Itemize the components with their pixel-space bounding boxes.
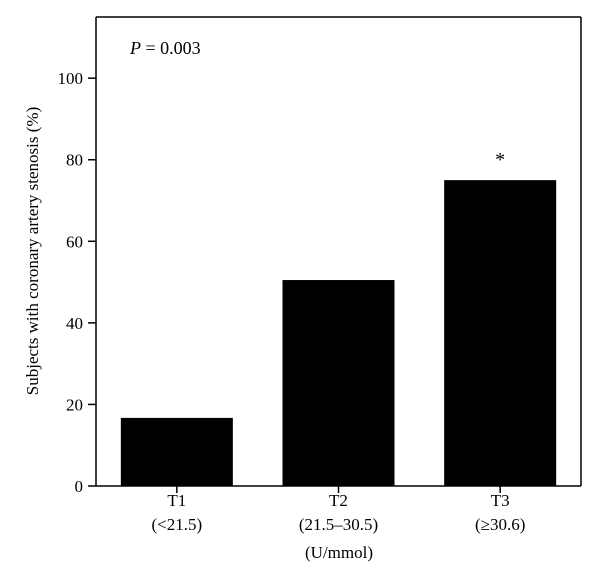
y-tick-label: 100 [58,69,84,88]
p-value-text: = 0.003 [141,38,201,58]
x-axis-title: (U/mmol) [305,543,373,562]
p-value-symbol: P [129,38,141,58]
p-value-annotation: P = 0.003 [129,38,201,58]
x-axis-labels: T1 (<21.5) T2 (21.5–30.5) T3 (≥30.6) [151,486,525,534]
bar-t2 [282,280,395,486]
y-tick-label: 40 [66,314,83,333]
x-category-label: T3 [491,491,510,510]
x-category-range-label: (≥30.6) [475,515,525,534]
significance-star: * [495,149,505,171]
y-tick-label: 20 [66,395,83,414]
y-tick-label: 60 [66,232,83,251]
x-category-label: T1 [167,491,186,510]
y-tick-label: 0 [75,477,84,496]
y-axis-ticks: 0 20 40 60 80 100 [58,69,96,496]
x-category-range-label: (21.5–30.5) [299,515,378,534]
y-axis-title: Subjects with coronary artery stenosis (… [23,107,42,395]
bar-t3 [444,180,557,486]
x-category-label: T2 [329,491,348,510]
y-tick-label: 80 [66,151,83,170]
bars-group: * [120,149,557,486]
bar-t1 [120,417,233,486]
x-category-range-label: (<21.5) [151,515,202,534]
